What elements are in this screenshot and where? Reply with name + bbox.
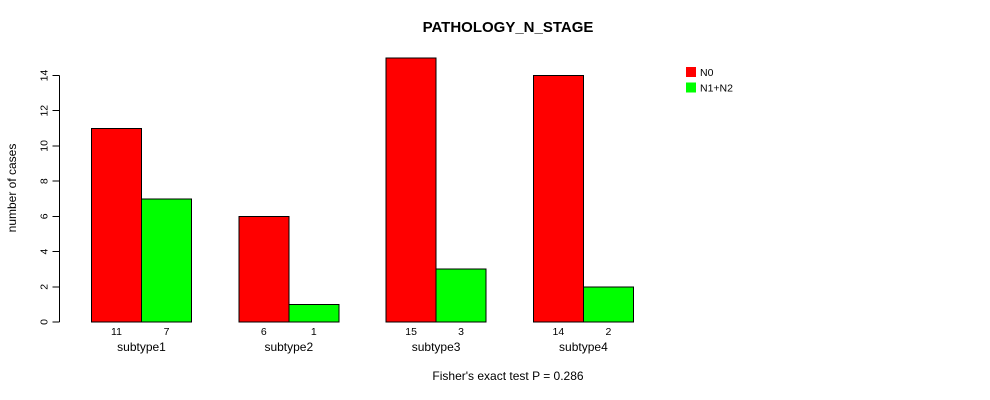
bar-N1+N2-subtype2 (288, 303, 340, 323)
y-tick-label: 4 (39, 248, 51, 254)
legend-label: N0 (700, 67, 714, 79)
y-axis: 0 2 4 6 8 10 12 14 (39, 70, 60, 325)
bar-value-label: 15 (405, 326, 417, 338)
y-tick-label: 8 (39, 178, 51, 184)
bar-N0-subtype4 (532, 75, 584, 323)
bar-N0-subtype3 (385, 57, 437, 323)
bar-N0-subtype1 (91, 127, 142, 323)
bar-value-label: 7 (164, 326, 170, 338)
bar-value-label: 14 (553, 326, 565, 338)
bar-N1+N2-subtype1 (141, 198, 192, 323)
bars-group: 11 7 subtype1 6 1 subtype2 15 3 subtype3 14 2 subty… (91, 57, 634, 354)
x-category-label: subtype1 (117, 340, 166, 354)
bar-N1+N2-subtype3 (435, 268, 487, 323)
legend-swatch (686, 67, 696, 77)
bar-value-label: 2 (605, 326, 611, 338)
legend-swatch (686, 82, 696, 93)
legend-label: N1+N2 (700, 83, 733, 95)
legend: N0 N1+N2 (686, 67, 733, 95)
x-category-label: subtype2 (264, 340, 313, 354)
y-tick-label: 10 (39, 140, 51, 152)
x-category-label: subtype3 (412, 340, 461, 354)
bar-value-label: 1 (311, 326, 317, 338)
bar-value-label: 11 (111, 326, 122, 338)
y-tick-label: 12 (39, 105, 51, 117)
x-category-label: subtype4 (559, 340, 608, 354)
y-tick-label: 2 (39, 284, 51, 290)
bar-value-label: 6 (261, 326, 267, 338)
bar-value-label: 3 (458, 326, 464, 338)
bar-N0-subtype2 (238, 215, 290, 323)
y-tick-label: 14 (39, 70, 51, 82)
chart-title: PATHOLOGY_N_STAGE (423, 19, 594, 36)
y-tick-label: 0 (39, 319, 51, 325)
bar-N1+N2-subtype4 (582, 286, 634, 323)
y-axis-title: number of cases (5, 144, 19, 233)
footnote-text: Fisher's exact test P = 0.286 (432, 369, 583, 383)
y-tick-label: 6 (39, 213, 51, 219)
